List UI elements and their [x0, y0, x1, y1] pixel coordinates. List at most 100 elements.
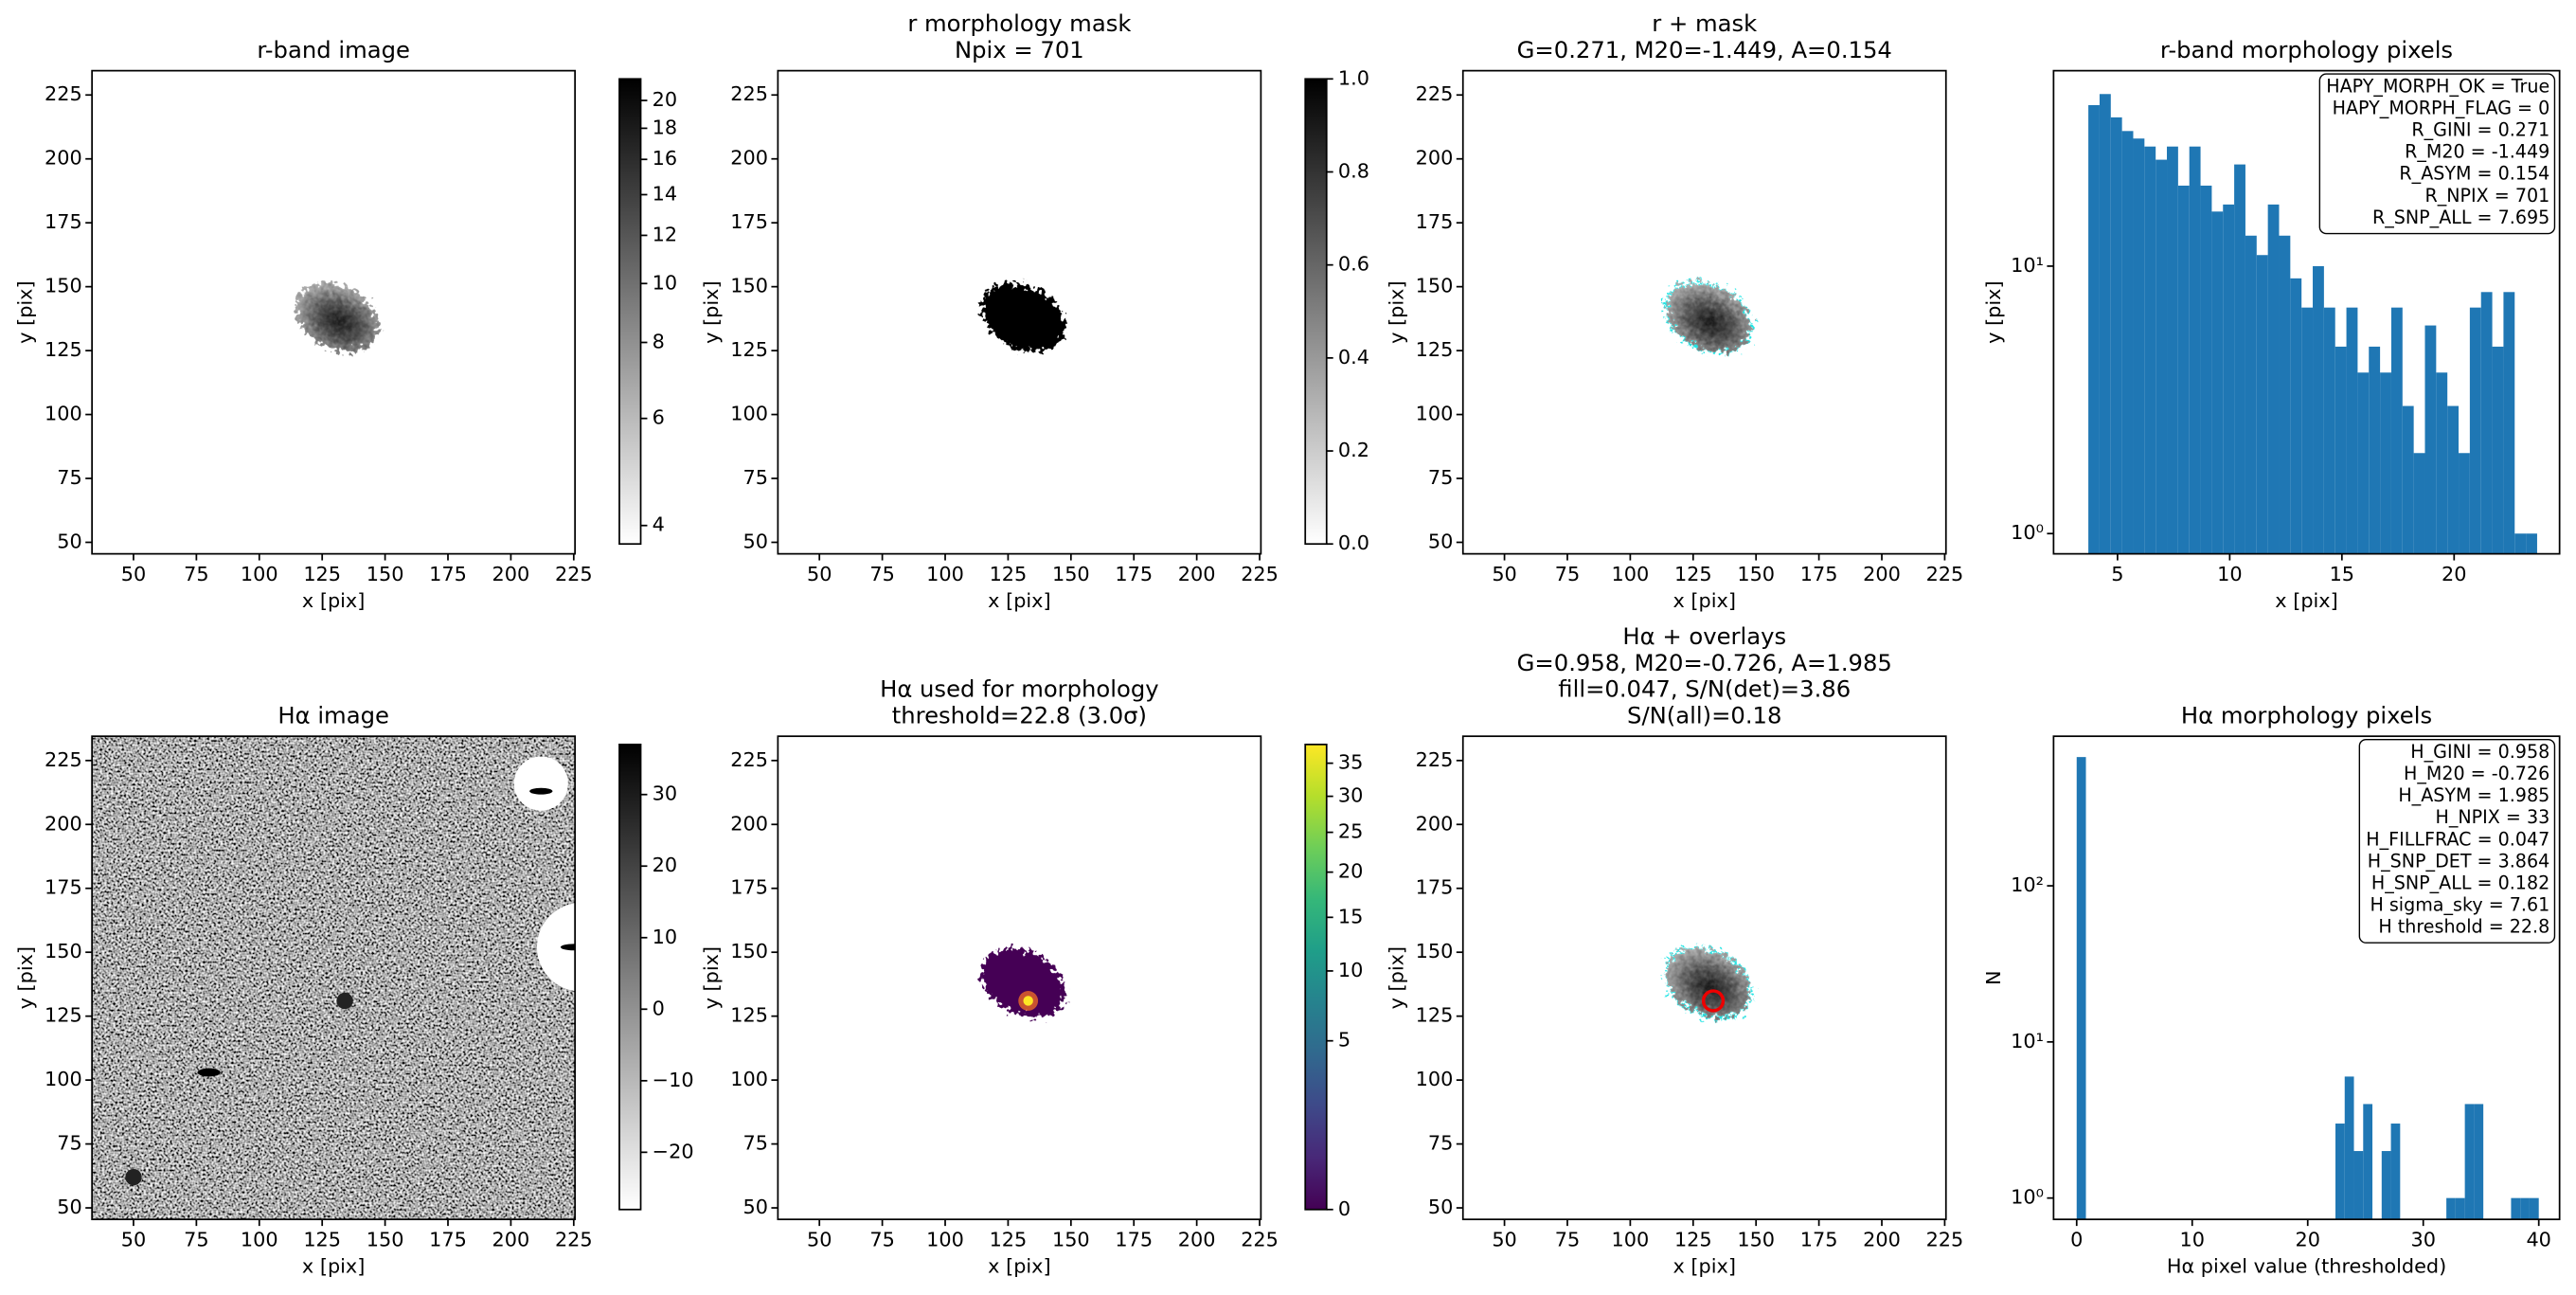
y-tick-label: 100: [730, 1068, 768, 1090]
x-tick-label: 100: [241, 563, 278, 585]
histogram-bar: [2099, 94, 2111, 554]
y-tick-label: 10⁰: [2011, 521, 2044, 544]
x-tick-label: 75: [184, 1229, 208, 1251]
dark-source: [336, 992, 353, 1010]
annotation-line: R_SNP_ALL = 7.695: [2372, 207, 2549, 228]
plot-area: [981, 282, 1065, 352]
axes-frame: [91, 735, 577, 1221]
annotation-line: HAPY_MORPH_FLAG = 0: [2333, 99, 2550, 119]
histogram-bar: [2514, 533, 2527, 554]
y-tick-label: 100: [730, 403, 768, 425]
histogram-bar: [2223, 204, 2235, 554]
x-axis-label: x [pix]: [302, 589, 365, 612]
y-tick-label: 100: [45, 1068, 82, 1090]
annotation-line: R_ASYM = 0.154: [2399, 164, 2549, 185]
y-tick-label: 50: [1428, 530, 1453, 552]
histogram-bar: [2459, 453, 2470, 554]
source-blob: [1666, 282, 1750, 352]
x-tick-label: 75: [184, 563, 208, 585]
colorbar: [1304, 743, 1328, 1211]
colorbar-tick-label: 0.2: [1338, 439, 1369, 461]
histogram-bar: [2133, 138, 2145, 554]
noise-background: [92, 736, 576, 1220]
histogram-bar: [2088, 104, 2100, 554]
y-tick-label: 75: [1428, 1132, 1453, 1155]
panel-title: S/N(all)=0.18: [1627, 701, 1781, 728]
y-tick-label: 75: [743, 466, 768, 489]
x-tick-label: 50: [807, 1229, 832, 1251]
colorbar-tick-label: 16: [653, 147, 677, 170]
colorbar-tick-label: 20: [653, 854, 677, 876]
histogram-bar: [2335, 1124, 2345, 1220]
x-tick-label: 10: [2180, 1229, 2205, 1251]
histogram-bar: [2492, 346, 2504, 554]
histogram-bar: [2301, 307, 2314, 554]
x-tick-label: 150: [1052, 1229, 1090, 1251]
histogram-bar: [2369, 346, 2381, 554]
y-tick-label: 125: [1416, 1004, 1454, 1027]
y-tick-label: 125: [45, 1004, 82, 1027]
source-blob: [1666, 948, 1750, 1018]
annotation-line: R_GINI = 0.271: [2411, 120, 2549, 141]
y-tick-label: 175: [1416, 210, 1454, 233]
x-tick-label: 225: [555, 563, 593, 585]
x-tick-label: 225: [1241, 1229, 1279, 1251]
axes-frame: [777, 69, 1262, 555]
histogram-bar: [2424, 325, 2437, 554]
y-tick-label: 50: [743, 1196, 768, 1218]
histogram-bar: [2256, 255, 2268, 554]
histogram-bar: [2480, 292, 2493, 554]
x-tick-label: 225: [1241, 563, 1279, 585]
histogram-bar: [2390, 307, 2403, 554]
x-tick-label: 225: [1926, 563, 1964, 585]
y-tick-label: 175: [730, 876, 768, 899]
x-tick-label: 175: [429, 1229, 467, 1251]
y-tick-label: 200: [730, 147, 768, 170]
annotation-line: H_M20 = -0.726: [2404, 764, 2549, 784]
dark-source: [197, 1068, 221, 1077]
histogram-bar: [2520, 1197, 2530, 1220]
y-tick-label: 125: [1416, 338, 1454, 361]
panel-title: Npix = 701: [955, 36, 1084, 63]
colorbar-tick-label: −10: [653, 1069, 694, 1091]
axes-frame: [1461, 735, 1947, 1221]
x-tick-label: 175: [1800, 563, 1838, 585]
x-tick-label: 125: [303, 1229, 341, 1251]
colorbar-tick-label: 18: [653, 116, 677, 138]
x-tick-label: 150: [1737, 563, 1775, 585]
x-tick-label: 100: [1612, 563, 1650, 585]
histogram-bar: [2511, 1197, 2521, 1220]
x-tick-label: 225: [1926, 1229, 1964, 1251]
colorbar-tick-label: −20: [653, 1140, 694, 1162]
x-tick-label: 200: [1863, 563, 1901, 585]
colorbar-tick-label: 6: [653, 406, 665, 429]
y-axis-label: y [pix]: [1385, 946, 1407, 1009]
x-tick-label: 50: [1492, 1229, 1516, 1251]
colorbar-tick-label: 25: [1338, 820, 1363, 843]
x-tick-label: 175: [1115, 563, 1153, 585]
histogram-bar: [2313, 265, 2324, 554]
x-tick-label: 75: [1555, 1229, 1580, 1251]
histogram-bar: [2529, 1197, 2539, 1220]
panel-title: Hα + overlays: [1622, 622, 1786, 650]
x-tick-label: 20: [2442, 563, 2466, 585]
histogram-bar: [2413, 453, 2425, 554]
x-axis-label: Hα pixel value (thresholded): [2167, 1254, 2446, 1277]
x-tick-label: 50: [807, 563, 832, 585]
axes-frame: [2052, 735, 2561, 1221]
x-tick-label: 175: [429, 563, 467, 585]
x-tick-label: 125: [990, 563, 1028, 585]
y-tick-label: 100: [1416, 1068, 1454, 1090]
y-axis-label: y [pix]: [14, 280, 37, 343]
y-tick-label: 75: [743, 1132, 768, 1155]
y-tick-label: 10¹: [2011, 254, 2044, 277]
x-axis-label: x [pix]: [1673, 1254, 1736, 1277]
x-tick-label: 75: [869, 1229, 894, 1251]
histogram-bar: [2503, 292, 2515, 554]
y-tick-label: 50: [57, 530, 81, 552]
x-tick-label: 20: [2295, 1229, 2319, 1251]
x-tick-label: 100: [241, 1229, 278, 1251]
x-tick-label: 200: [1863, 1229, 1901, 1251]
x-tick-label: 175: [1800, 1229, 1838, 1251]
